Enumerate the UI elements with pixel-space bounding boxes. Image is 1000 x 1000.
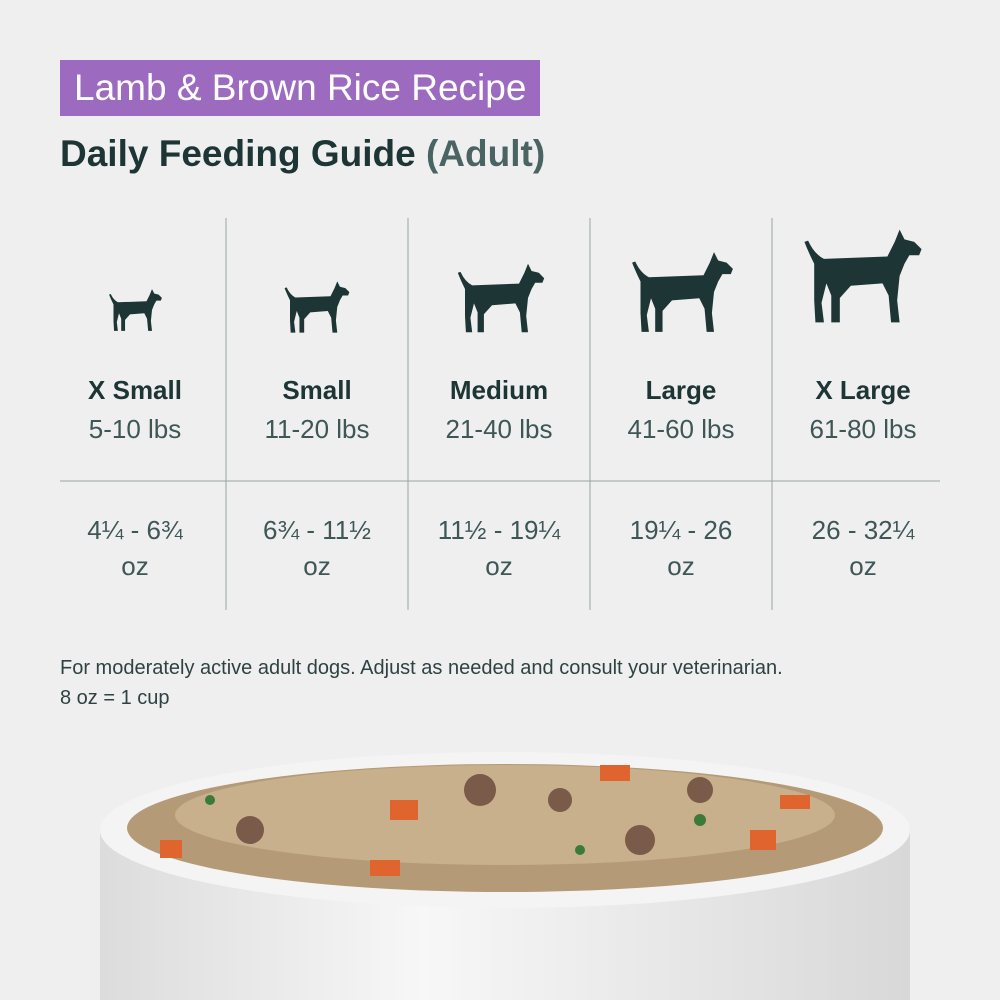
amount-unit: oz	[485, 551, 513, 581]
feeding-amount: 6¾ - 11½	[263, 515, 371, 545]
weight-range: 21-40 lbs	[445, 414, 553, 444]
feeding-amount: 11½ - 19¼	[437, 515, 561, 545]
amount-unit: oz	[667, 551, 695, 581]
footnote-line: For moderately active adult dogs. Adjust…	[60, 657, 783, 679]
feeding-amount: 4¼ - 6¾	[87, 515, 183, 545]
amount-unit: oz	[121, 551, 149, 581]
recipe-badge: Lamb & Brown Rice Recipe	[60, 60, 541, 116]
size-label: Small	[282, 375, 352, 405]
size-label: X Large	[815, 375, 911, 405]
feeding-amount: 26 - 32¼	[811, 515, 915, 545]
footnote: For moderately active adult dogs. Adjust…	[60, 653, 783, 713]
size-label: Medium	[449, 375, 549, 405]
amount-unit: oz	[303, 551, 331, 581]
title-note: (Adult)	[425, 133, 546, 174]
weight-range: 5-10 lbs	[88, 414, 182, 444]
feeding-amount: 19¼ - 26	[629, 515, 733, 545]
title: Daily Feeding Guide (Adult)	[60, 130, 545, 178]
footnote-line: 8 oz = 1 cup	[60, 687, 170, 709]
amount-unit: oz	[849, 551, 877, 581]
weight-range: 41-60 lbs	[627, 414, 735, 444]
weight-range: 11-20 lbs	[264, 414, 370, 444]
title-text: Daily Feeding Guide	[60, 133, 416, 174]
size-label: Large	[645, 375, 717, 405]
size-label: X Small	[88, 375, 182, 405]
weight-range: 61-80 lbs	[809, 414, 917, 444]
